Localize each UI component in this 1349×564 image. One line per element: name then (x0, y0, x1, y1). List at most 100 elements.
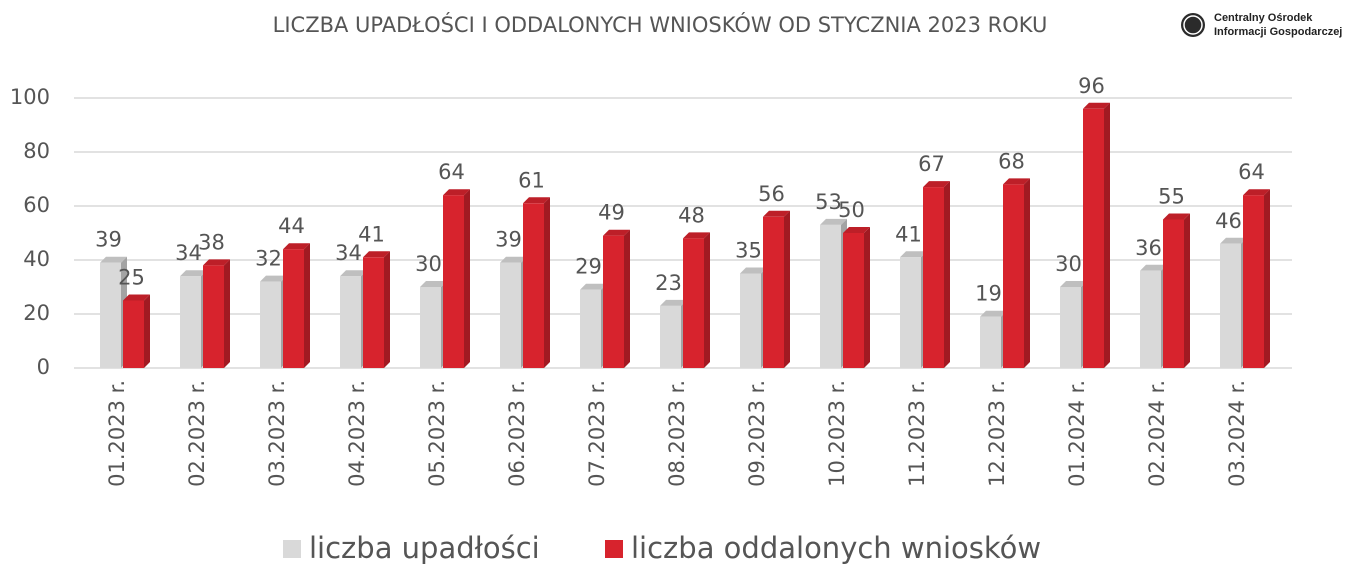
bar-top (363, 251, 390, 258)
data-label: 23 (655, 271, 682, 295)
bar (740, 273, 761, 368)
data-label: 41 (895, 222, 922, 246)
bar (660, 305, 681, 368)
data-label: 46 (1215, 209, 1242, 233)
x-tick-label: 08.2023 r. (665, 380, 689, 487)
bar (900, 257, 921, 368)
data-label: 32 (255, 247, 282, 271)
x-tick-label: 10.2023 r. (825, 380, 849, 487)
data-label: 39 (495, 228, 522, 252)
bar (1220, 243, 1241, 368)
x-tick-label: 03.2023 r. (265, 380, 289, 487)
data-label: 49 (598, 201, 625, 225)
bar-side (784, 210, 790, 368)
data-label: 61 (518, 168, 545, 192)
bar (923, 187, 944, 368)
bar-top (443, 189, 470, 196)
bar (980, 316, 1001, 368)
data-label: 67 (918, 152, 945, 176)
data-label: 25 (118, 266, 145, 290)
bar-top (1083, 102, 1110, 109)
bar (1163, 219, 1184, 368)
data-label: 29 (575, 255, 602, 279)
x-tick-label: 01.2023 r. (105, 380, 129, 487)
data-label: 35 (735, 239, 762, 263)
y-tick-label: 20 (23, 301, 50, 325)
bar (340, 276, 361, 368)
data-label: 68 (998, 149, 1025, 173)
logo-text: Centralny Ośrodek (1214, 12, 1313, 24)
bar-top (843, 227, 870, 233)
bar (1243, 195, 1264, 368)
bar-top (1163, 213, 1190, 220)
bar (420, 287, 441, 368)
legend-label: liczba upadłości (309, 531, 540, 564)
bar-side (464, 189, 470, 368)
bar-top (603, 229, 630, 236)
y-tick-label: 60 (23, 193, 50, 217)
bar-top (1140, 264, 1167, 271)
bar (1060, 287, 1081, 368)
bar-side (144, 294, 150, 368)
bar (763, 216, 784, 368)
bar-side (624, 229, 630, 368)
logo-text: Informacji Gospodarczej (1214, 26, 1342, 38)
bar-top (283, 243, 310, 250)
data-label: 38 (198, 230, 225, 254)
data-label: 30 (1055, 252, 1082, 276)
bar (1083, 108, 1104, 369)
bar-top (660, 299, 687, 306)
bar (500, 262, 521, 368)
bar-top (1243, 189, 1270, 196)
data-label: 19 (975, 282, 1002, 306)
y-tick-label: 100 (10, 85, 50, 109)
bar (203, 265, 224, 368)
bar-top (123, 294, 150, 301)
x-tick-label: 11.2023 r. (905, 380, 929, 487)
bar-top (683, 232, 710, 239)
bar (843, 233, 864, 368)
bar-top (1060, 281, 1087, 287)
x-tick-label: 12.2023 r. (985, 380, 1009, 487)
bar-side (304, 243, 310, 368)
data-label: 50 (838, 198, 865, 222)
bar-side (1184, 213, 1190, 368)
bar-top (923, 181, 950, 188)
bar (123, 300, 144, 368)
bar-top (180, 270, 207, 277)
bar-side (384, 251, 390, 368)
x-tick-label: 09.2023 r. (745, 380, 769, 487)
y-tick-label: 80 (23, 139, 50, 163)
bar (363, 257, 384, 368)
bar (283, 249, 304, 368)
data-label: 44 (278, 214, 305, 238)
bar (1003, 184, 1024, 368)
data-label: 56 (758, 182, 785, 206)
bar-side (1264, 189, 1270, 368)
x-tick-label: 02.2023 r. (185, 380, 209, 487)
data-label: 64 (1238, 160, 1265, 184)
x-tick-label: 02.2024 r. (1145, 380, 1169, 487)
bar-top (523, 197, 550, 204)
data-label: 64 (438, 160, 465, 184)
y-tick-label: 40 (23, 247, 50, 271)
bar (260, 281, 281, 368)
bar-side (544, 197, 550, 368)
bar-top (1220, 237, 1247, 244)
bar (443, 195, 464, 368)
bar (603, 235, 624, 368)
bar (683, 238, 704, 368)
bar-top (203, 259, 230, 266)
x-tick-label: 04.2023 r. (345, 380, 369, 487)
legend-label: liczba oddalonych wniosków (631, 531, 1041, 564)
bar-top (740, 267, 767, 274)
data-label: 55 (1158, 185, 1185, 209)
bar-top (100, 256, 127, 263)
bar-top (500, 256, 527, 263)
legend-swatch (283, 540, 301, 558)
bar-top (900, 251, 927, 258)
data-label: 34 (175, 241, 202, 265)
bar-top (820, 218, 847, 225)
data-label: 41 (358, 222, 385, 246)
